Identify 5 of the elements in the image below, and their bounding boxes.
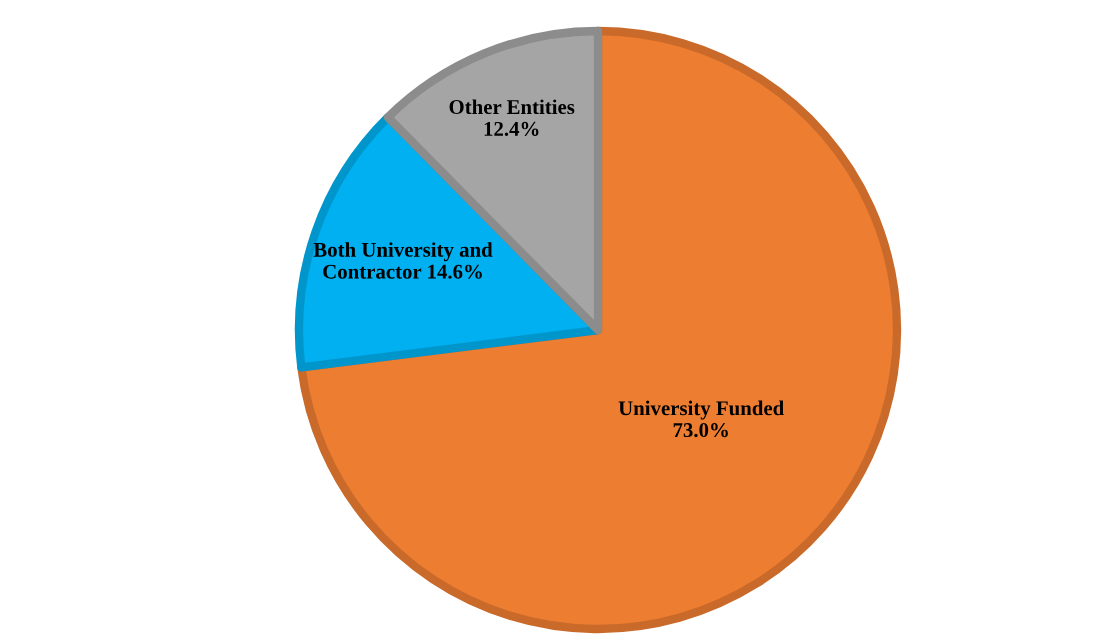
slice-label: Other Entities xyxy=(449,99,575,115)
data-label: 73.0% xyxy=(673,423,728,438)
data-label: 12.4% xyxy=(484,121,539,136)
slice-label: Both University and Contractor 14.6% xyxy=(313,242,493,279)
slice-label: University Funded xyxy=(618,400,784,420)
